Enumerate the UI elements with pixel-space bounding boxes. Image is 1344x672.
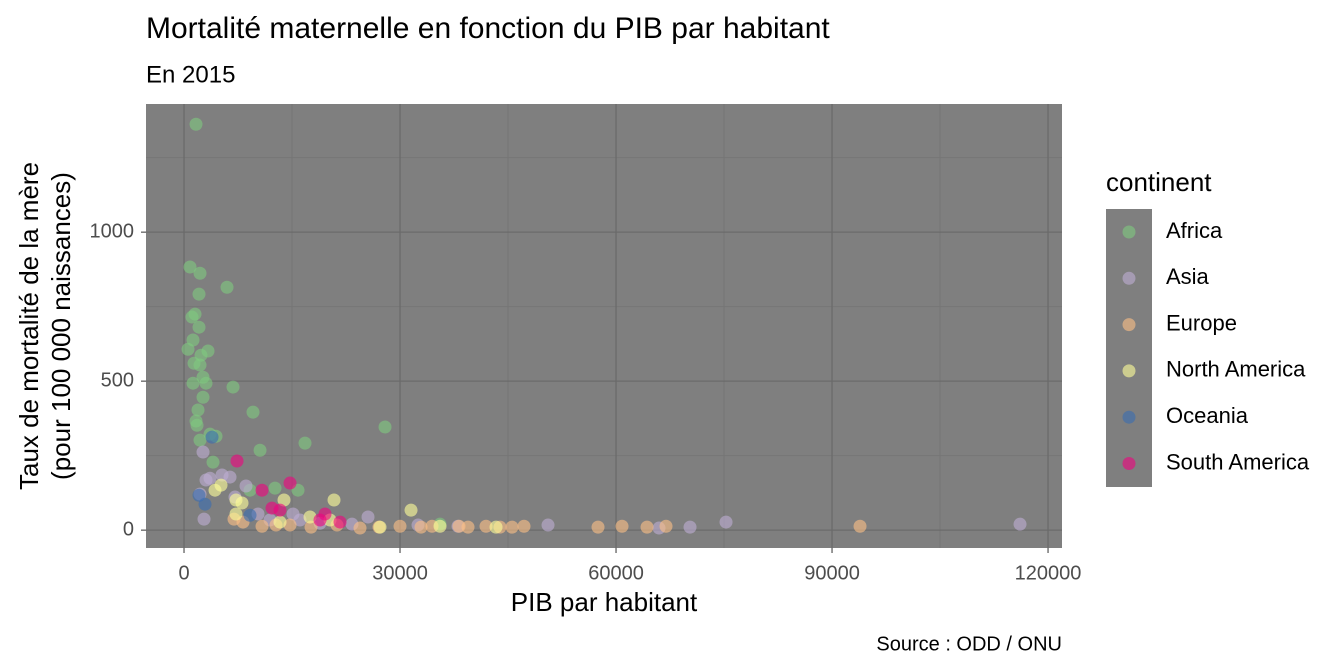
legend-key [1122,457,1136,470]
point [220,280,234,294]
point [273,515,287,529]
legend-key-background [1106,209,1152,487]
point [206,455,220,469]
legend-label: Asia [1166,264,1210,289]
x-tick-label: 60000 [588,562,644,584]
legend-label: Europe [1166,310,1237,335]
y-tick-label: 1000 [90,220,135,242]
point [461,520,475,534]
legend-key [1122,364,1136,378]
point [683,520,697,534]
point [505,520,519,534]
point [659,519,673,533]
point [333,515,347,529]
point [640,520,654,534]
point [719,515,733,529]
y-axis-title: (pour 100 000 naissances) [46,172,76,480]
point [1013,517,1027,531]
x-tick-label: 30000 [372,562,428,584]
point [193,433,207,447]
point [277,493,291,507]
point [246,405,260,419]
point [255,483,269,497]
y-axis-title: Taux de mortalité de la mère [14,162,44,490]
point [433,519,447,533]
point [268,481,282,495]
point [193,358,207,372]
point [243,508,257,522]
x-tick-label: 120000 [1015,562,1082,584]
point [198,497,212,511]
point [183,260,197,274]
point [591,520,605,534]
point [293,513,307,527]
point [303,510,317,524]
point [253,443,267,457]
point [517,519,531,533]
point [393,519,407,533]
point [196,445,210,459]
legend-key [1122,318,1136,332]
point [229,507,243,521]
point [853,519,867,533]
point [230,454,244,468]
y-tick-label: 0 [123,518,134,540]
point [373,520,387,534]
point [414,520,428,534]
point [313,513,327,527]
point [197,512,211,526]
point [196,390,210,404]
point [186,333,200,347]
legend-label: Oceania [1166,403,1249,428]
point [541,518,555,532]
point [404,503,418,517]
point [255,519,269,533]
point [223,470,237,484]
point [235,496,249,510]
caption: Source : ODD / ONU [876,633,1062,655]
x-tick-label: 90000 [804,562,860,584]
point [226,380,240,394]
point [186,376,200,390]
x-axis-title: PIB par habitant [511,587,698,617]
y-tick-label: 500 [101,369,134,391]
point [189,117,203,131]
point [191,403,205,417]
point [361,510,375,524]
point [199,376,213,390]
point [203,471,217,485]
point [298,436,312,450]
point [615,519,629,533]
legend-key [1122,271,1136,285]
point [188,307,202,321]
point [353,521,367,535]
legend-key [1122,225,1136,239]
point [283,518,297,532]
legend-label: South America [1166,449,1310,474]
x-tick-label: 0 [178,562,189,584]
legend-label: North America [1166,357,1306,382]
point [205,430,219,444]
point [304,520,318,534]
point [192,320,206,334]
chart-title: Mortalité maternelle en fonction du PIB … [146,12,830,45]
point [327,493,341,507]
legend-label: Africa [1166,218,1223,243]
point [265,501,279,515]
point [489,520,503,534]
legend-title: continent [1106,167,1212,197]
point [190,418,204,432]
point [193,266,207,280]
legend-key [1122,410,1136,424]
point [283,476,297,490]
point [378,420,392,434]
point [192,287,206,301]
point [239,479,253,493]
chart-subtitle: En 2015 [146,61,235,88]
plot-background [146,104,1062,548]
point [214,478,228,492]
point [479,519,493,533]
